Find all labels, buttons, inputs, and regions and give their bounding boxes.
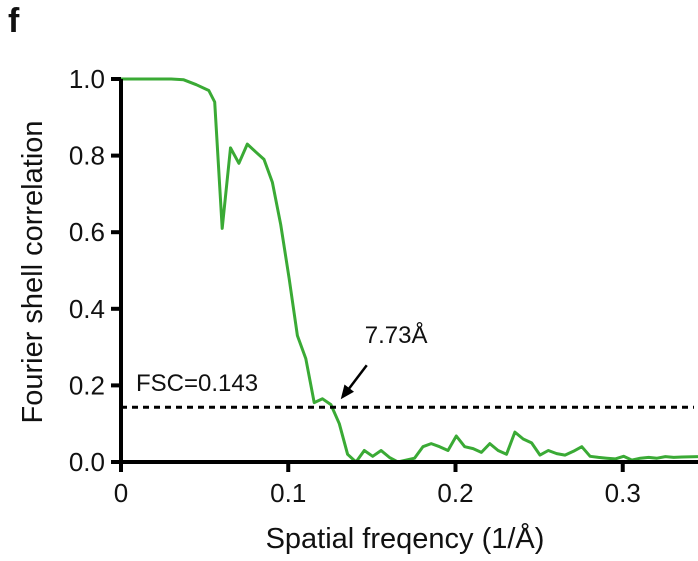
y-tick-label: 0.4 <box>69 294 105 324</box>
x-tick-label: 0.3 <box>605 478 641 508</box>
fsc-curve <box>121 77 698 464</box>
axes: 0.0 0.2 0.4 0.6 0.8 1.0 0 0.1 0.2 0.3 <box>69 64 698 508</box>
x-tick-label: 0.1 <box>270 478 306 508</box>
x-tick-label: 0 <box>114 478 128 508</box>
resolution-annotation: 7.73Å <box>365 321 428 349</box>
annotation-arrow-head <box>340 384 355 400</box>
y-tick-label: 0.6 <box>69 217 105 247</box>
x-axis-label: Spatial freqency (1/Å) <box>266 522 545 555</box>
threshold-label: FSC=0.143 <box>136 370 258 397</box>
panel-label: f <box>8 2 20 40</box>
y-tick-label: 0.2 <box>69 370 105 400</box>
y-tick-label: 0.8 <box>69 141 105 171</box>
y-ticks: 0.0 0.2 0.4 0.6 0.8 1.0 <box>69 64 121 477</box>
y-tick-label: 0.0 <box>69 447 105 477</box>
x-tick-label: 0.2 <box>437 478 473 508</box>
y-tick-label: 1.0 <box>69 64 105 94</box>
x-ticks: 0 0.1 0.2 0.3 <box>114 462 641 508</box>
plot-area: FSC=0.143 7.73Å <box>121 77 698 464</box>
y-axis-label: Fourier shell correlation <box>17 120 49 423</box>
